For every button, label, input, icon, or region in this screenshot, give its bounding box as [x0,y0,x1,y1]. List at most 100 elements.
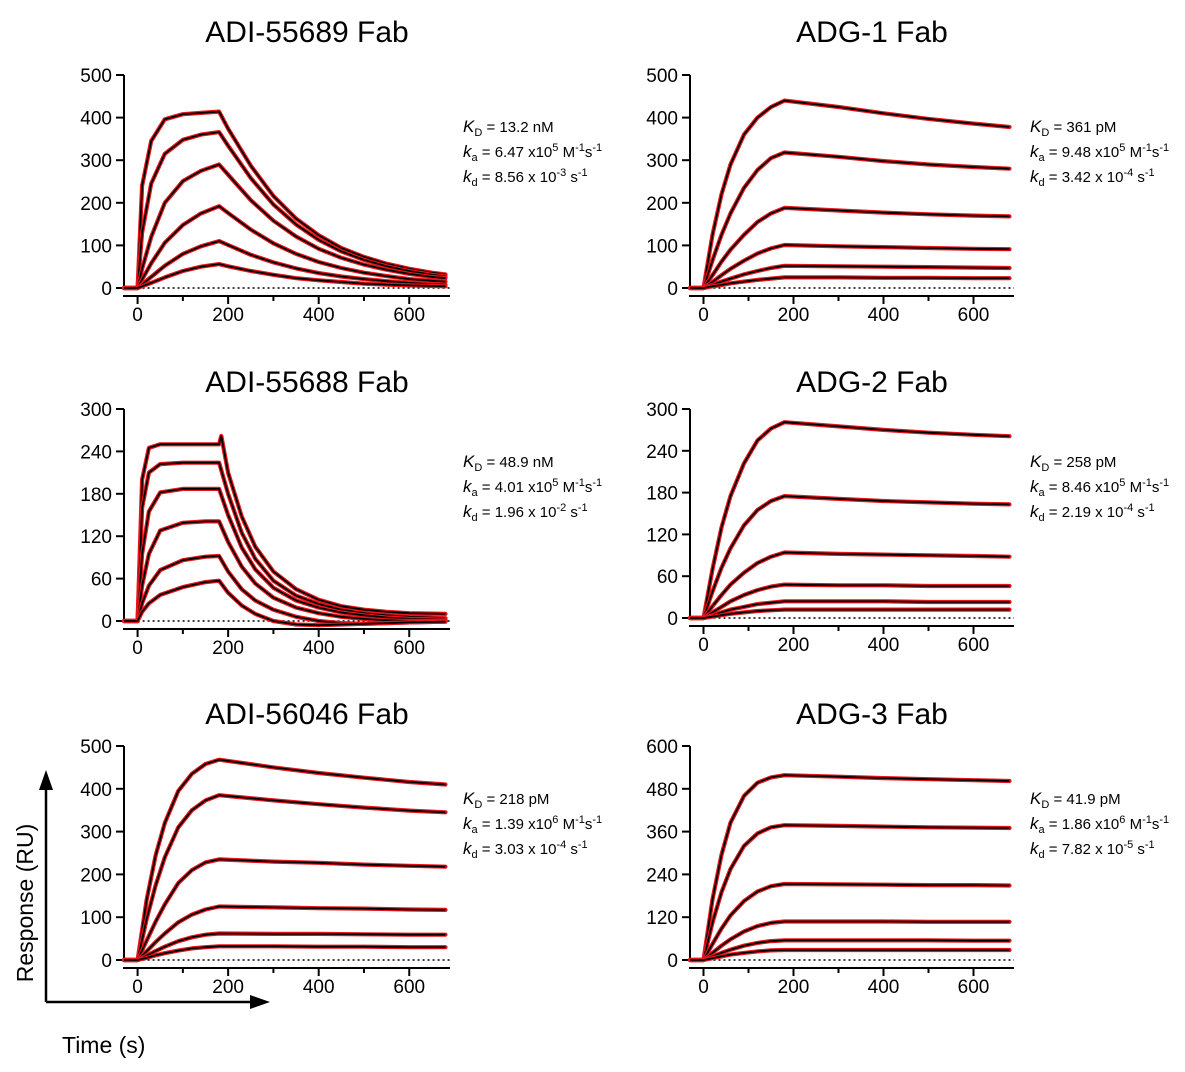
data-curve-4 [690,920,1010,961]
x-tick-label: 600 [958,977,990,998]
y-tick-label: 100 [80,908,112,929]
y-tick-label: 200 [80,194,112,215]
y-tick-label: 60 [91,570,112,591]
y-tick-label: 100 [646,236,678,257]
y-tick-label: 300 [646,400,678,421]
y-tick-label: 180 [80,485,112,506]
panel-1: ADI-55689 Fab 0 100 200 300 400 500 0 200 400 600 K… [80,16,602,326]
x-tick-label: 200 [212,977,244,998]
y-tick-label: 0 [667,951,678,972]
y-tick-label: 500 [646,66,678,87]
data-curve-4 [690,583,1010,619]
data-curve-2 [690,495,1010,619]
panel-title: ADG-3 Fab [796,698,948,731]
ka-annotation: ka = 9.48 x105 M-1s-1 [1030,142,1169,164]
x-tick-label: 400 [303,638,335,659]
y-tick-label: 360 [646,823,678,844]
x-tick-label: 600 [393,638,425,659]
x-tick-label: 0 [132,977,143,998]
y-tick-label: 100 [80,236,112,257]
global-axes-arrows: Response (RU) Time (s) [12,770,270,1058]
data-curve-5 [124,240,446,289]
fit-curve-6 [687,947,1012,963]
figure-xlabel: Time (s) [62,1032,145,1058]
y-tick-label: 300 [80,400,112,421]
panel-5: ADI-56046 Fab 0 100 200 300 400 500 0 200 400 600 K… [80,698,602,998]
x-tick-label: 0 [132,638,143,659]
x-tick-label: 0 [698,305,709,326]
data-curve-4 [124,905,446,961]
kd-annotation: kd = 7.82 x 10-5 s-1 [1030,839,1155,861]
panel-2: ADG-1 Fab 0 100 200 300 400 500 0 200 400 600 KD = … [646,16,1169,326]
ka-annotation: ka = 6.47 x105 M-1s-1 [463,142,602,164]
y-tick-label: 240 [646,865,678,886]
fit-curve-1 [687,98,1012,291]
panel-4: ADG-2 Fab 0 60 120 180 240 300 0 200 400 600 KD = 2… [646,366,1169,656]
data-curve-1 [124,758,446,961]
panel-3: ADI-55688 Fab 0 60 120 180 240 300 0 200 400 600 KD… [80,366,602,659]
fit-curve-1 [687,420,1012,621]
fit-curve-1 [687,773,1012,963]
data-curve-6 [124,579,446,627]
data-curve-3 [690,883,1010,961]
data-curve-6 [690,608,1010,619]
x-tick-label: 600 [393,977,425,998]
x-tick-label: 400 [303,977,335,998]
y-tick-label: 200 [646,194,678,215]
y-direction-arrowhead [39,770,53,790]
x-tick-label: 200 [212,638,244,659]
y-tick-label: 400 [80,780,112,801]
data-curve-3 [690,551,1010,619]
y-tick-label: 0 [101,279,112,300]
y-tick-label: 300 [80,823,112,844]
y-tick-label: 180 [646,484,678,505]
data-curve-6 [124,263,446,289]
fit-curve-6 [121,944,448,963]
data-curve-2 [690,151,1010,289]
y-tick-label: 240 [80,442,112,463]
x-direction-arrowhead [250,995,270,1009]
kd-equilibrium-annotation: KD = 41.9 pM [1030,789,1121,811]
data-curve-1 [124,434,446,622]
kd-equilibrium-annotation: KD = 48.9 nM [463,452,554,474]
ka-annotation: ka = 1.39 x106 M-1s-1 [463,814,602,836]
data-curve-1 [690,774,1010,961]
panel-title: ADI-56046 Fab [205,698,408,731]
data-curve-4 [690,244,1010,289]
x-tick-label: 200 [778,977,810,998]
panel-title: ADG-1 Fab [796,16,948,49]
data-curve-2 [124,461,446,622]
x-tick-label: 400 [868,305,900,326]
data-curve-1 [690,99,1010,289]
fit-curve-2 [121,460,448,624]
data-curve-3 [124,858,446,961]
ka-annotation: ka = 8.46 x105 M-1s-1 [1030,477,1169,499]
kd-equilibrium-annotation: KD = 13.2 nM [463,117,554,139]
x-tick-label: 200 [778,305,810,326]
data-curve-4 [124,205,446,289]
y-tick-label: 480 [646,780,678,801]
data-curve-6 [690,949,1010,961]
data-curve-3 [124,487,446,622]
panel-title: ADI-55688 Fab [205,366,408,399]
ka-annotation: ka = 4.01 x105 M-1s-1 [463,477,602,499]
kd-equilibrium-annotation: KD = 361 pM [1030,117,1116,139]
kd-annotation: kd = 8.56 x 10-3 s-1 [463,167,588,189]
x-tick-label: 200 [778,635,810,656]
data-curve-6 [690,276,1010,289]
y-tick-label: 400 [646,109,678,130]
x-tick-label: 0 [132,305,143,326]
fit-curve-4 [121,519,448,624]
y-tick-label: 240 [646,442,678,463]
figure-ylabel: Response (RU) [12,824,38,983]
x-tick-label: 600 [393,305,425,326]
data-curve-2 [690,824,1010,961]
x-tick-label: 600 [958,635,990,656]
kd-equilibrium-annotation: KD = 218 pM [463,789,549,811]
kd-annotation: kd = 3.03 x 10-4 s-1 [463,839,588,861]
kd-annotation: kd = 2.19 x 10-4 s-1 [1030,502,1155,524]
y-tick-label: 300 [646,151,678,172]
